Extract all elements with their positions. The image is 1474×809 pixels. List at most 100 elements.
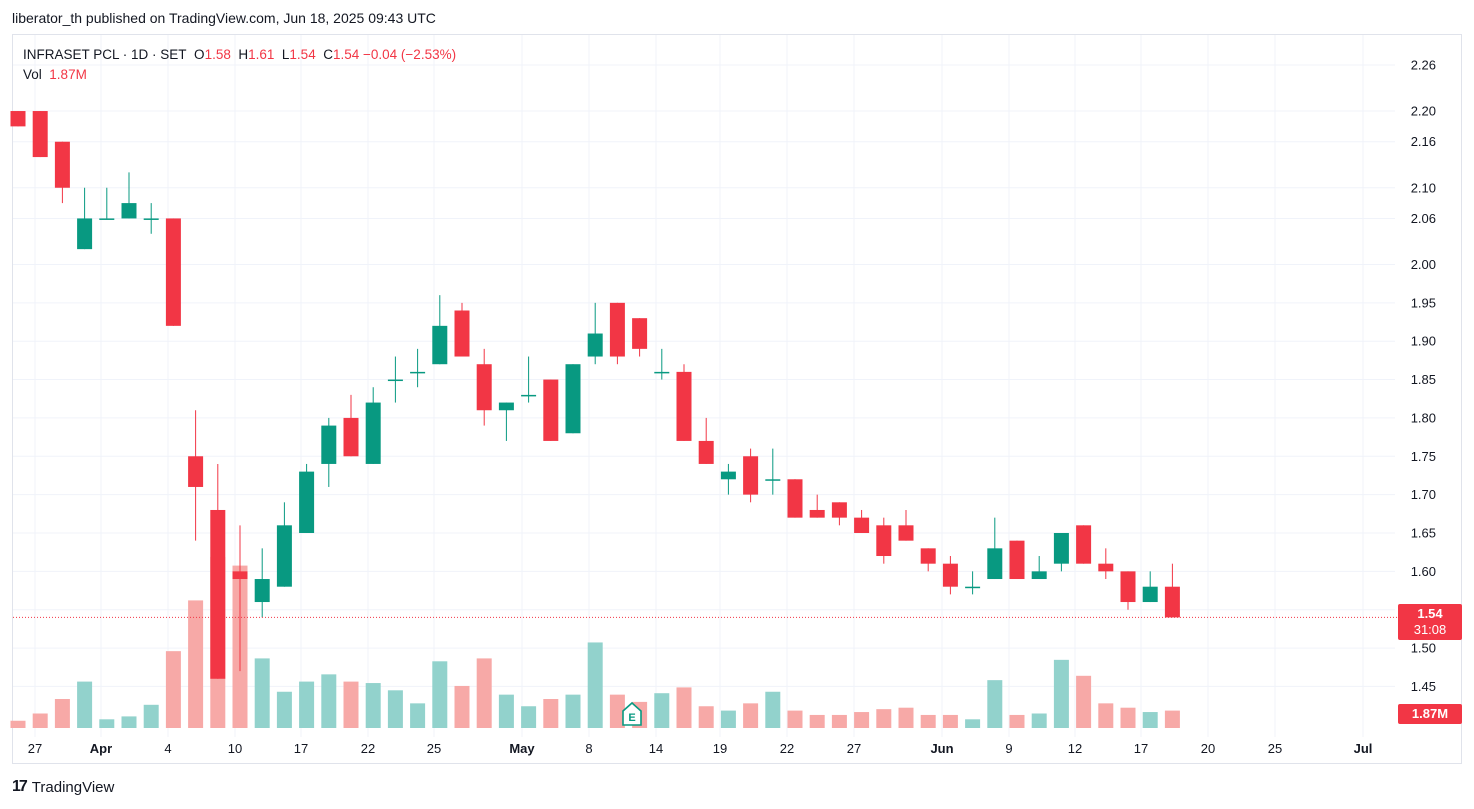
candle-body (365, 402, 381, 464)
y-tick-label: 1.90 (1411, 334, 1436, 349)
volume-bar (143, 704, 159, 728)
volume-bar (10, 720, 26, 728)
candle-body (787, 479, 803, 518)
y-tick-label: 1.65 (1411, 525, 1436, 540)
y-tick-label: 1.45 (1411, 679, 1436, 694)
candle-body (632, 318, 648, 349)
candle-body (454, 310, 470, 357)
candle-body (143, 218, 159, 220)
earnings-label: E (628, 712, 635, 724)
candle-body (521, 394, 537, 397)
candle-body (387, 379, 403, 382)
volume-bar (299, 681, 315, 728)
low-value: 1.54 (289, 47, 316, 62)
y-tick-label: 1.70 (1411, 487, 1436, 502)
y-tick-label: 1.85 (1411, 372, 1436, 387)
candle-body (876, 525, 892, 557)
candle-body (676, 371, 692, 441)
candle-body (831, 502, 847, 518)
candle-body (720, 471, 736, 480)
footer[interactable]: 17 TradingView (12, 778, 114, 796)
volume-badge: 1.87M (1398, 704, 1462, 724)
candle-body (898, 525, 914, 541)
candle-body (587, 333, 603, 357)
candle-body (543, 379, 559, 441)
volume-bar (432, 661, 448, 728)
volume-bar (410, 703, 426, 728)
volume-bar (1142, 712, 1158, 728)
symbol-name: INFRASET PCL · 1D · SET (23, 47, 187, 62)
volume-bar (387, 690, 403, 728)
volume-bar (54, 699, 70, 728)
candle-body (1076, 525, 1092, 564)
candle-body (1098, 563, 1114, 572)
candle-body (854, 517, 870, 533)
candle-body (920, 548, 936, 564)
open-value: 1.58 (204, 47, 231, 62)
candles (10, 111, 1180, 679)
candle-body (210, 509, 226, 679)
volume-bar (831, 714, 847, 728)
candle-body (54, 141, 70, 188)
x-tick-label: Jun (930, 741, 953, 756)
candle-body (343, 417, 359, 457)
volume-bar (165, 651, 181, 728)
x-tick-label: Jul (1354, 741, 1373, 756)
candle-body (565, 364, 581, 434)
price-badge: 1.54 31:08 (1398, 604, 1462, 640)
y-tick-label: 1.80 (1411, 410, 1436, 425)
volume-bar (1053, 659, 1069, 728)
y-tick-label: 2.26 (1411, 58, 1436, 73)
candle-body (165, 218, 181, 326)
close-value: 1.54 (332, 47, 360, 62)
candle-body (254, 579, 270, 603)
candle-body (965, 586, 981, 589)
candle-body (476, 364, 492, 411)
volume-bar (99, 719, 115, 728)
x-tick-label: 17 (1134, 741, 1148, 756)
volume-bar (565, 694, 581, 728)
volume-bar (654, 693, 670, 728)
x-tick-label: 27 (847, 741, 861, 756)
volume-bar (676, 687, 692, 728)
earnings-marker[interactable]: E (622, 701, 642, 726)
volume-bar (498, 694, 514, 728)
candle-body (1031, 571, 1047, 580)
volume-bar (454, 685, 470, 728)
volume-bar (188, 600, 204, 728)
volume-bar (1076, 675, 1092, 728)
volume-bar (920, 714, 936, 728)
volume-bar (32, 713, 48, 728)
volume-bar (898, 707, 914, 728)
x-tick-label: 27 (28, 741, 42, 756)
candle-body (121, 203, 137, 219)
high-value: 1.61 (248, 47, 275, 62)
volume-bar (476, 658, 492, 728)
x-tick-label: Apr (90, 741, 112, 756)
y-tick-label: 2.06 (1411, 211, 1436, 226)
candle-body (188, 456, 204, 487)
tradingview-logo-icon: 17 (12, 778, 28, 795)
candle-body (765, 479, 781, 481)
x-tick-label: 25 (427, 741, 441, 756)
volume-bar (1164, 710, 1180, 728)
candle-body (498, 402, 514, 411)
y-tick-label: 2.00 (1411, 257, 1436, 272)
volume-bars (10, 556, 1180, 728)
price-badge-value: 1.54 (1417, 606, 1443, 621)
volume-bar (365, 683, 381, 728)
volume-bar (1120, 707, 1136, 728)
candle-body (32, 111, 48, 158)
y-tick-label: 1.75 (1411, 449, 1436, 464)
footer-brand: TradingView (31, 778, 115, 796)
volume-value: 1.87M (49, 67, 87, 82)
candle-body (942, 563, 958, 587)
volume-bar (587, 642, 603, 728)
candle-body (276, 525, 292, 587)
volume-bar (276, 691, 292, 728)
x-tick-label: 19 (713, 741, 727, 756)
candle-body (1120, 571, 1136, 603)
x-tick-label: 22 (780, 741, 794, 756)
candle-body (410, 371, 426, 374)
